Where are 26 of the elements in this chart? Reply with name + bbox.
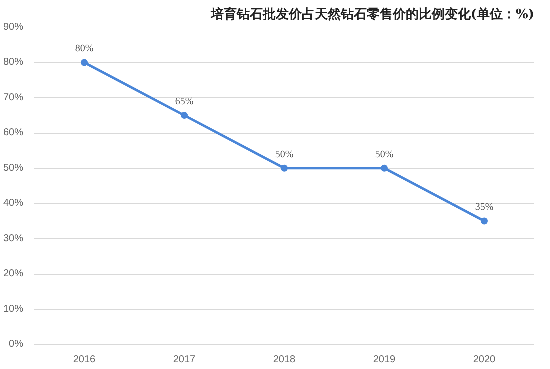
y-tick-label: 50% [3, 162, 24, 174]
y-tick-label: 10% [3, 304, 24, 315]
point [181, 112, 188, 120]
data-label: 80% [75, 44, 94, 55]
data-label: 35% [475, 202, 494, 214]
y-tick-label: 0% [9, 339, 24, 350]
data-label: 50% [375, 149, 394, 160]
y-tick-label: 20% [3, 268, 24, 280]
y-tick-label: 80% [3, 57, 24, 68]
point [81, 59, 88, 66]
x-tick-label: 2020 [473, 354, 496, 366]
y-tick-label: 60% [3, 128, 24, 139]
data-label: 65% [175, 96, 194, 108]
x-tick-label: 2019 [373, 354, 396, 366]
y-tick-label: 30% [3, 233, 24, 244]
chart-title: 培育钻石批发价占天然钻石零售价的比例变化(单位：%) [210, 6, 534, 22]
point [481, 218, 488, 225]
y-tick-label: 40% [3, 198, 24, 210]
x-tick-label: 2018 [273, 354, 296, 366]
point [281, 164, 288, 172]
y-tick-label: 70% [3, 92, 24, 104]
data-label: 50% [275, 149, 294, 160]
point [381, 164, 388, 172]
x-tick-label: 2017 [173, 354, 196, 366]
y-tick-label: 90% [3, 22, 24, 33]
x-tick-label: 2016 [73, 354, 96, 366]
